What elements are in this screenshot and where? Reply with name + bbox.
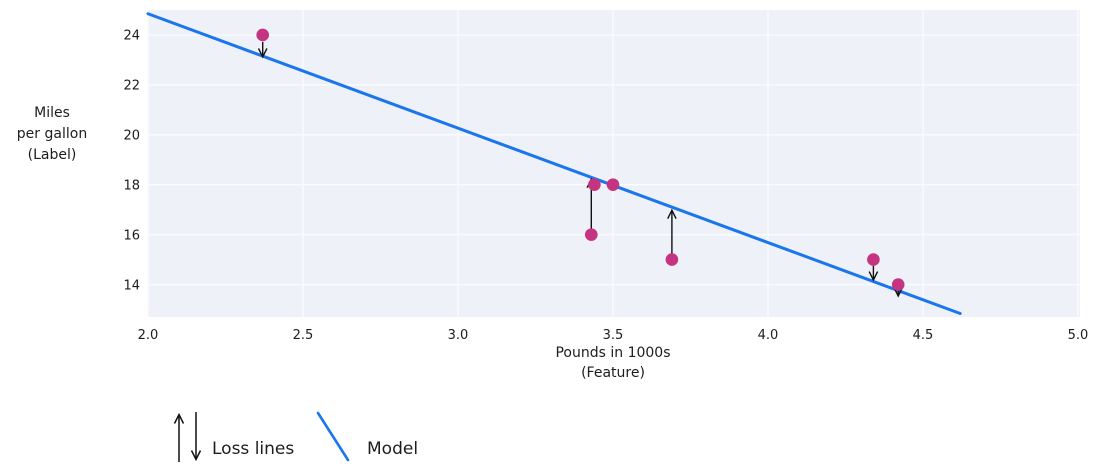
loss-lines-legend-icon [173, 412, 202, 462]
model-line [146, 12, 962, 316]
loss-arrow-head-icon [257, 48, 268, 59]
legend-model-line-icon [316, 411, 350, 462]
x-tick-label-2.0: 2.0 [138, 328, 159, 343]
y-tick-label-22: 22 [123, 79, 140, 94]
x-tick-label-3.5: 3.5 [603, 328, 624, 343]
legend-down-arrow-head-icon [190, 450, 202, 462]
x-axis-label-line-1: Pounds in 1000s [555, 345, 670, 361]
x-tick-label-4.5: 4.5 [913, 328, 934, 343]
y-axis-label: Miles per gallon (Label) [17, 105, 87, 163]
data-point-4 [606, 178, 620, 192]
x-tick-label-3.0: 3.0 [448, 328, 469, 343]
loss-arrow-1 [257, 41, 268, 59]
y-tick-label-14: 14 [123, 278, 140, 293]
legend-up-arrow-head-icon [173, 412, 185, 424]
chart-legend: Loss lines Model [173, 411, 418, 462]
x-axis-label-line-2: (Feature) [581, 365, 645, 381]
y-tick-label-16: 16 [123, 228, 140, 243]
data-point-2 [585, 228, 598, 241]
y-axis-label-line-3: (Label) [28, 147, 77, 163]
y-axis-label-line-2: per gallon [17, 126, 87, 142]
data-point-3 [588, 178, 601, 192]
legend-label-model: Model [367, 439, 418, 459]
chart-geometry-layer: 2.0 2.5 3.0 3.5 4.0 4.5 5.0 14 16 18 20 22 24 [123, 10, 1088, 343]
y-axis-label-line-1: Miles [34, 105, 70, 121]
loss-arrow-head-icon [667, 208, 677, 219]
data-point-7 [891, 278, 905, 291]
loss-arrow-4 [868, 265, 879, 282]
y-tick-label-20: 20 [123, 128, 140, 143]
legend-label-loss-lines: Loss lines [212, 439, 294, 459]
x-tick-label-5.0: 5.0 [1068, 328, 1089, 343]
data-point-1 [256, 28, 270, 42]
loss-arrow-3 [667, 208, 677, 255]
loss-arrow-head-icon [893, 287, 904, 298]
x-tick-label-2.5: 2.5 [293, 328, 314, 343]
data-point-5 [665, 253, 679, 266]
y-tick-label-18: 18 [123, 178, 140, 193]
x-axis-label: Pounds in 1000s (Feature) [555, 345, 670, 381]
x-tick-label-4.0: 4.0 [758, 328, 779, 343]
model-legend-icon [316, 411, 350, 462]
loss-arrow-head-icon [868, 271, 879, 282]
data-point-6 [867, 253, 880, 266]
plot-background [148, 10, 1080, 317]
y-tick-label-24: 24 [123, 29, 140, 44]
